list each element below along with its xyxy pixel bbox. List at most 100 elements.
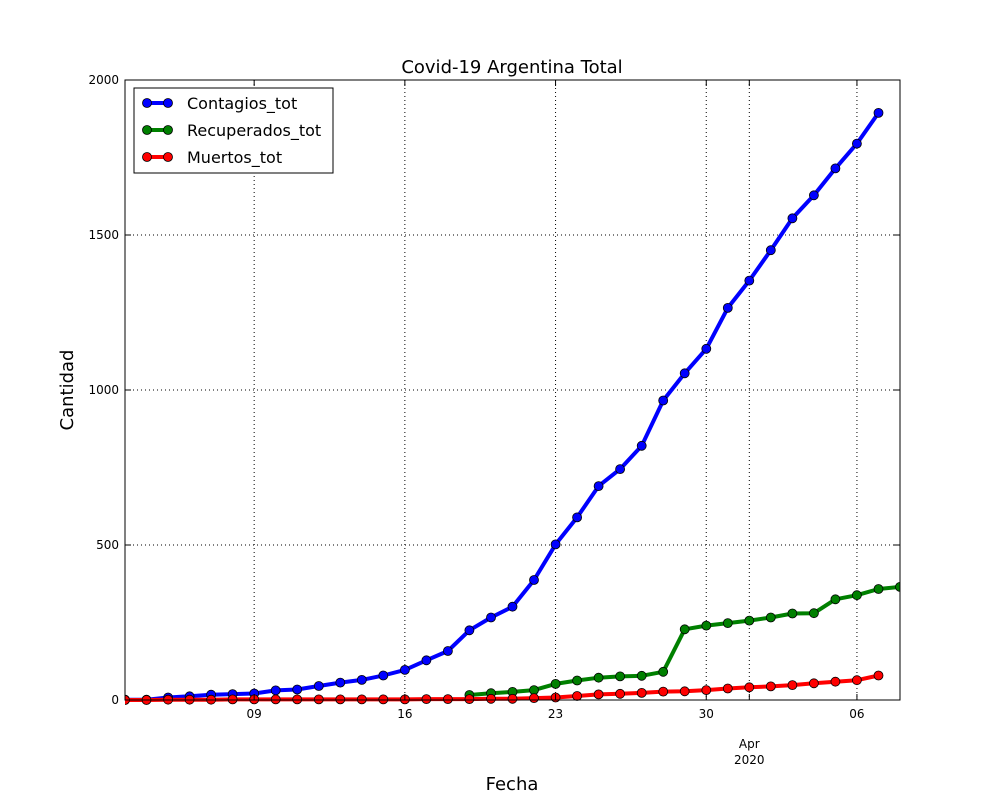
x-axis-title: Fecha: [486, 774, 539, 795]
data-point-recuperados-tot: [873, 584, 884, 594]
data-point-recuperados-tot: [658, 666, 669, 677]
legend-marker-recuperados-tot: [142, 125, 152, 135]
y-axis-title: Cantidad: [57, 350, 78, 431]
data-point-contagios-tot: [378, 670, 389, 681]
data-point-recuperados-tot: [701, 620, 712, 631]
y-tick-label: 1500: [88, 228, 119, 242]
axis-ticks: 0 500 1000 1500 2000 09 16 23 30 Apr 2020 06: [88, 73, 900, 767]
data-point-muertos-tot: [486, 693, 496, 704]
data-point-muertos-tot: [529, 693, 539, 703]
x-tick-sublabel: 2020: [734, 753, 765, 767]
data-point-contagios-tot: [550, 539, 561, 550]
chart-title: Covid-19 Argentina Total: [401, 57, 622, 78]
y-tick-label: 500: [96, 538, 119, 552]
data-point-muertos-tot: [442, 694, 453, 704]
data-point-contagios-tot: [270, 685, 281, 696]
y-tick-label: 0: [111, 693, 119, 707]
data-point-contagios-tot: [679, 368, 690, 379]
data-point-contagios-tot: [744, 275, 755, 286]
data-point-contagios-tot: [507, 601, 518, 612]
data-point-muertos-tot: [830, 676, 841, 687]
data-point-muertos-tot: [722, 683, 733, 694]
data-point-recuperados-tot: [830, 594, 841, 605]
data-point-contagios-tot: [852, 138, 862, 149]
legend-label-contagios-tot: Contagios_tot: [187, 94, 297, 114]
data-point-muertos-tot: [593, 689, 604, 700]
x-tick-label: 06: [849, 707, 864, 721]
data-point-contagios-tot: [486, 612, 496, 623]
legend-label-recuperados-tot: Recuperados_tot: [187, 121, 321, 141]
data-point-contagios-tot: [830, 163, 841, 174]
data-point-recuperados-tot: [765, 612, 776, 623]
data-point-muertos-tot: [356, 694, 367, 705]
x-tick-label: Apr: [739, 737, 760, 751]
data-point-contagios-tot: [873, 108, 884, 118]
data-point-contagios-tot: [529, 575, 539, 585]
data-point-contagios-tot: [292, 684, 303, 695]
x-tick-label: 30: [699, 707, 714, 721]
data-point-muertos-tot: [378, 694, 389, 705]
data-point-muertos-tot: [873, 670, 884, 681]
data-point-contagios-tot: [335, 677, 346, 688]
x-tick-label: 16: [397, 707, 412, 721]
data-point-recuperados-tot: [895, 582, 900, 592]
data-point-muertos-tot: [507, 693, 518, 704]
data-point-contagios-tot: [421, 655, 432, 666]
data-point-muertos-tot: [809, 678, 819, 689]
data-point-recuperados-tot: [809, 608, 819, 619]
data-point-muertos-tot: [679, 686, 690, 697]
data-point-contagios-tot: [658, 395, 669, 406]
data-point-contagios-tot: [593, 481, 604, 492]
data-point-contagios-tot: [615, 464, 625, 475]
y-tick-label: 2000: [88, 73, 119, 87]
legend-marker-contagios-tot: [142, 98, 152, 108]
legend: Contagios_tot Recuperados_tot Muertos_tot: [133, 87, 334, 174]
legend-marker-muertos-tot: [163, 152, 173, 162]
data-point-muertos-tot: [744, 682, 755, 693]
data-point-contagios-tot: [787, 213, 798, 224]
y-tick-label: 1000: [88, 383, 119, 397]
data-point-recuperados-tot: [722, 618, 733, 628]
data-point-recuperados-tot: [572, 675, 582, 686]
data-point-muertos-tot: [787, 680, 798, 690]
data-point-muertos-tot: [292, 694, 303, 705]
data-point-recuperados-tot: [636, 670, 647, 681]
data-point-recuperados-tot: [593, 672, 604, 683]
data-point-muertos-tot: [636, 688, 647, 698]
data-point-muertos-tot: [421, 694, 432, 704]
data-point-muertos-tot: [658, 686, 669, 697]
data-point-muertos-tot: [464, 694, 475, 704]
data-point-contagios-tot: [572, 512, 582, 523]
data-point-recuperados-tot: [679, 624, 690, 635]
data-point-muertos-tot: [227, 694, 238, 705]
data-point-muertos-tot: [335, 694, 346, 705]
data-point-recuperados-tot: [550, 679, 561, 689]
data-point-recuperados-tot: [852, 590, 862, 601]
data-point-recuperados-tot: [787, 608, 798, 619]
data-point-recuperados-tot: [615, 671, 625, 682]
series-group: [125, 108, 900, 705]
data-point-contagios-tot: [399, 665, 410, 675]
data-point-muertos-tot: [572, 691, 582, 701]
legend-marker-recuperados-tot: [163, 125, 173, 135]
data-point-contagios-tot: [722, 302, 733, 313]
data-point-muertos-tot: [765, 681, 776, 692]
data-point-contagios-tot: [636, 440, 647, 451]
data-point-recuperados-tot: [744, 615, 755, 626]
data-point-contagios-tot: [442, 646, 453, 656]
data-point-contagios-tot: [313, 681, 324, 691]
data-point-muertos-tot: [852, 675, 862, 686]
x-tick-label: 09: [247, 707, 262, 721]
data-point-contagios-tot: [809, 190, 819, 201]
data-point-muertos-tot: [270, 694, 281, 705]
data-point-contagios-tot: [701, 343, 712, 354]
legend-marker-muertos-tot: [142, 152, 152, 162]
data-point-muertos-tot: [615, 688, 625, 699]
data-point-contagios-tot: [765, 245, 776, 256]
series-layer: [125, 108, 900, 705]
data-point-muertos-tot: [313, 694, 324, 705]
data-point-muertos-tot: [701, 685, 712, 695]
legend-label-muertos-tot: Muertos_tot: [187, 148, 282, 168]
legend-marker-contagios-tot: [163, 98, 173, 108]
